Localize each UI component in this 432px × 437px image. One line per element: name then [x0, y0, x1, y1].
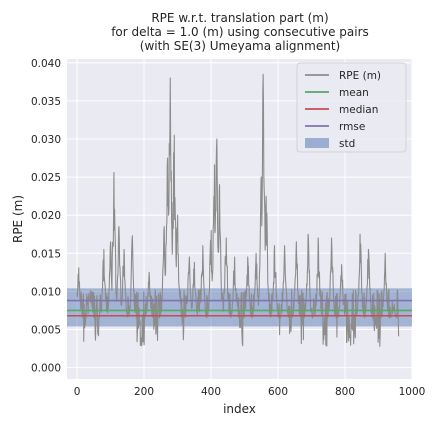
y-axis-label: RPE (m) [11, 195, 25, 243]
x-tick-label: 200 [134, 386, 154, 398]
chart-title-line: RPE w.r.t. translation part (m) [151, 11, 328, 25]
legend-label: median [339, 104, 378, 116]
rpe-series-line [76, 73, 400, 347]
x-axis-label: index [223, 402, 256, 416]
x-tick-label: 400 [201, 386, 221, 398]
y-tick-label: 0.005 [31, 324, 61, 336]
y-tick-label: 0.015 [31, 248, 61, 260]
x-tick-label: 600 [268, 386, 288, 398]
y-tick-label: 0.030 [31, 134, 61, 146]
legend-box [296, 62, 407, 153]
legend-label: std [339, 138, 355, 150]
y-tick-label: 0.010 [31, 286, 61, 298]
y-tick-label: 0.025 [31, 172, 61, 184]
y-tick-label: 0.040 [31, 58, 61, 70]
x-tick-label: 800 [335, 386, 355, 398]
legend-swatch [305, 138, 329, 148]
chart-title-line: (with SE(3) Umeyama alignment) [140, 39, 340, 53]
y-tick-label: 0.000 [31, 363, 61, 375]
y-tick-label: 0.020 [31, 210, 61, 222]
legend-label: RPE (m) [339, 70, 381, 82]
x-tick-label: 0 [74, 386, 81, 398]
chart-title-line: for delta = 1.0 (m) using consecutive pa… [111, 25, 369, 39]
legend-label: rmse [339, 121, 365, 133]
y-tick-label: 0.035 [31, 96, 61, 108]
legend-label: mean [339, 87, 369, 99]
legend: RPE (m) mean median rmse std [296, 62, 407, 153]
x-tick-label: 1000 [399, 386, 426, 398]
